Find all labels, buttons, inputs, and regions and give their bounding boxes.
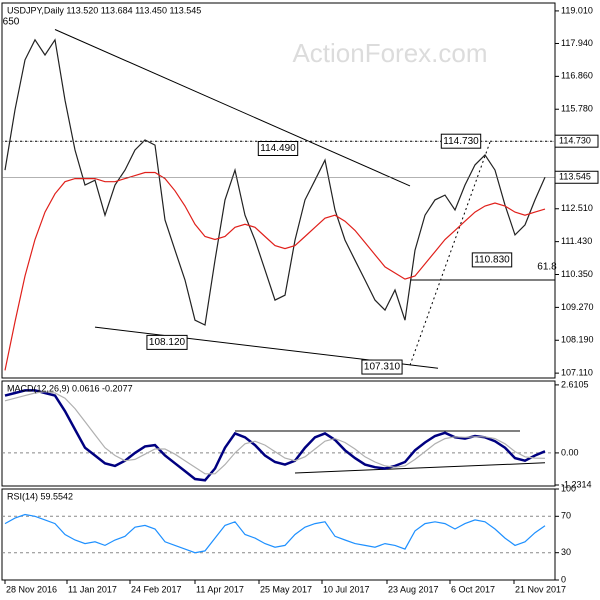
price-label: 113.545: [559, 172, 591, 182]
annotation-box: [471, 252, 513, 268]
annotation-box: [257, 140, 299, 156]
watermark: ActionForex.com: [292, 38, 487, 68]
annotation-box: [361, 359, 403, 375]
y-tick-label: 0.00: [561, 447, 579, 457]
trend-line: [294, 462, 546, 474]
x-tick-label: 10 Jul 2017: [323, 584, 370, 594]
panel-title: RSI(14) 59.5542: [7, 491, 73, 501]
y-tick-label: 108.190: [561, 335, 594, 345]
x-tick-label: 28 Nov 2016: [6, 584, 57, 594]
annotation: 114.490: [260, 143, 296, 154]
y-tick-label: 116.860: [561, 71, 593, 81]
annotation: 650: [3, 17, 20, 28]
panel-title: USDJPY,Daily 113.520 113.684 113.450 113…: [7, 5, 201, 15]
x-tick-label: 23 Aug 2017: [388, 584, 439, 594]
annotation: 108.120: [149, 337, 186, 348]
series-line: [4, 391, 546, 475]
series-line: [4, 389, 546, 482]
panel-title: MACD(12,26,9) 0.0616 -0.2077: [7, 383, 133, 393]
panel-frame: [1, 380, 556, 487]
y-tick-label: 109.270: [561, 302, 594, 312]
price-box: [554, 134, 599, 148]
y-tick-label: 119.010: [561, 5, 593, 15]
y-tick-label: 2.6105: [561, 379, 589, 389]
annotation-box: [440, 133, 482, 149]
price-label: 114.730: [559, 136, 591, 146]
trend-line: [54, 29, 411, 187]
annotation: 110.830: [474, 255, 510, 266]
x-tick-label: 24 Feb 2017: [131, 584, 182, 594]
x-tick-label: 21 Nov 2017: [515, 584, 566, 594]
panel-frame: [1, 2, 556, 379]
x-tick-label: 25 May 2017: [260, 584, 312, 594]
y-tick-label: 111.430: [561, 236, 592, 246]
x-tick-label: 11 Jan 2017: [68, 584, 117, 594]
y-tick-label: 30: [561, 547, 571, 557]
y-tick-label: 0: [561, 574, 566, 584]
price-box: [554, 170, 599, 184]
annotation: 107.310: [364, 362, 401, 373]
y-tick-label: 110.350: [561, 269, 593, 279]
series-line: [4, 171, 546, 371]
annotation: 114.730: [443, 136, 479, 147]
y-tick-label: 70: [561, 511, 571, 521]
x-tick-label: 6 Oct 2017: [451, 584, 495, 594]
y-tick-label: -1.2314: [561, 479, 592, 489]
y-tick-label: 117.940: [561, 38, 593, 48]
series-line: [4, 513, 546, 554]
annotation: 61.8: [537, 262, 557, 273]
y-tick-label: 100: [561, 483, 576, 493]
annotation-box: [146, 334, 188, 350]
x-tick-label: 11 Apr 2017: [196, 584, 244, 594]
y-tick-label: 115.780: [561, 104, 593, 114]
y-tick-label: 112.510: [561, 203, 593, 213]
panel-frame: [1, 488, 556, 581]
series-line: [4, 38, 546, 326]
y-tick-label: 107.110: [561, 368, 593, 378]
